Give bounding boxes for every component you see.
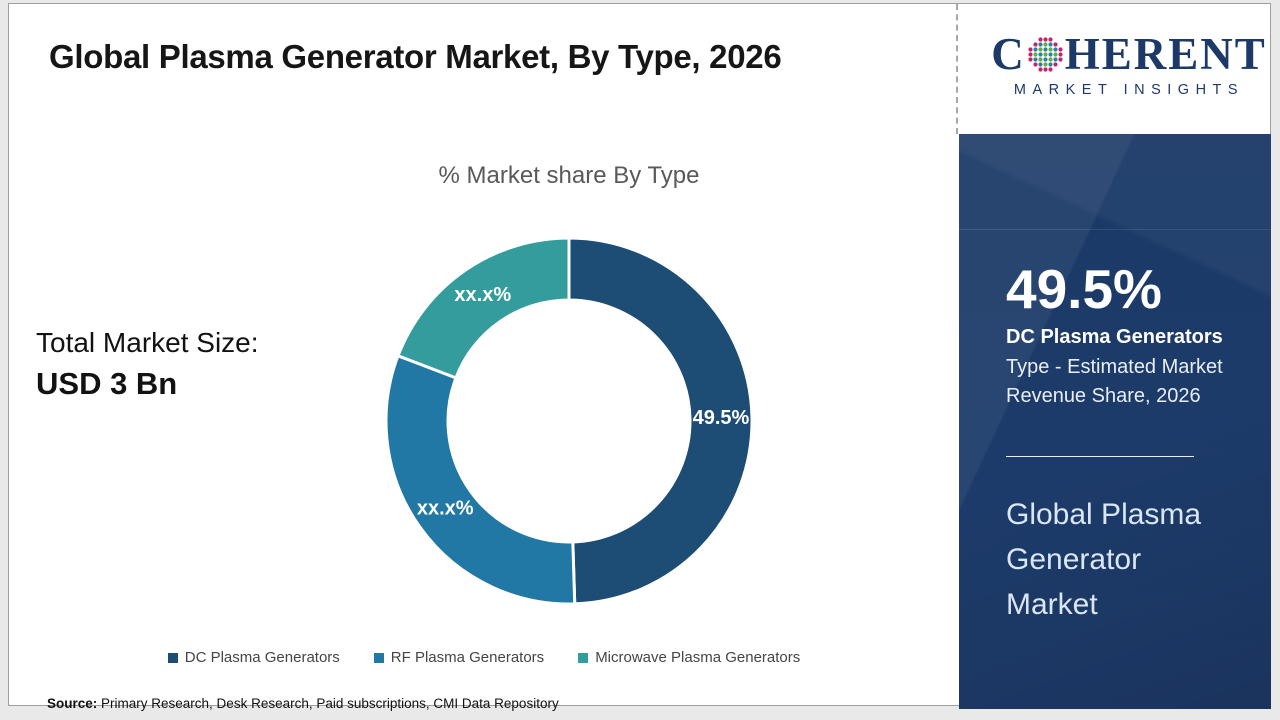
legend-item: DC Plasma Generators: [167, 649, 340, 666]
donut-slice: [567, 236, 754, 606]
dashed-divider: [956, 4, 958, 134]
brand-letter-c: C: [991, 29, 1026, 79]
slice-label: xx.x%: [454, 284, 511, 306]
market-size-value: USD 3 Bn: [36, 366, 178, 401]
sidebar-panel: 49.5% DC Plasma Generators Type - Estima…: [959, 134, 1271, 709]
brand-logo: C HERENT MARKET INSIGHTS: [981, 32, 1277, 99]
source-text: Primary Research, Desk Research, Paid su…: [101, 696, 559, 711]
chart-legend: DC Plasma Generators RF Plasma Generators…: [9, 649, 959, 666]
globe-icon: [1028, 37, 1063, 72]
legend-item: RF Plasma Generators: [373, 649, 545, 666]
legend-label: RF Plasma Generators: [390, 649, 545, 666]
market-size-label: Total Market Size:: [36, 327, 259, 358]
legend-swatch: [167, 652, 178, 663]
total-market-size: Total Market Size: USD 3 Bn: [36, 327, 259, 402]
slide-canvas: Global Plasma Generator Market, By Type,…: [8, 3, 1271, 711]
slice-label: xx.x%: [417, 497, 474, 519]
legend-swatch: [578, 652, 589, 663]
donut-chart: 49.5% xx.x% xx.x%: [384, 236, 754, 606]
legend-label: DC Plasma Generators: [184, 649, 340, 666]
source-note: Source: Primary Research, Desk Research,…: [47, 696, 559, 711]
slice-label: 49.5%: [693, 407, 750, 429]
donut-slice: [384, 353, 577, 606]
brand-letters-rest: HERENT: [1064, 29, 1267, 79]
page-title: Global Plasma Generator Market, By Type,…: [49, 38, 782, 75]
brand-wordmark: C HERENT: [981, 32, 1277, 77]
brand-tagline: MARKET INSIGHTS: [1013, 82, 1245, 98]
chart-subtitle: % Market share By Type: [438, 162, 700, 189]
legend-item: Microwave Plasma Generators: [578, 649, 800, 666]
source-prefix: Source:: [47, 696, 98, 711]
legend-swatch: [373, 652, 384, 663]
legend-label: Microwave Plasma Generators: [595, 649, 801, 666]
donut-slice: [396, 236, 571, 380]
sidebar-stat-title: DC Plasma Generators: [1006, 326, 1223, 348]
sidebar-stat-subtitle: Type - Estimated Market Revenue Share, 2…: [1006, 356, 1223, 407]
sidebar-stat-value: 49.5%: [1006, 258, 1162, 320]
sidebar-divider: [1006, 456, 1194, 457]
sidebar-report-title: Global Plasma Generator Market: [1006, 498, 1202, 621]
